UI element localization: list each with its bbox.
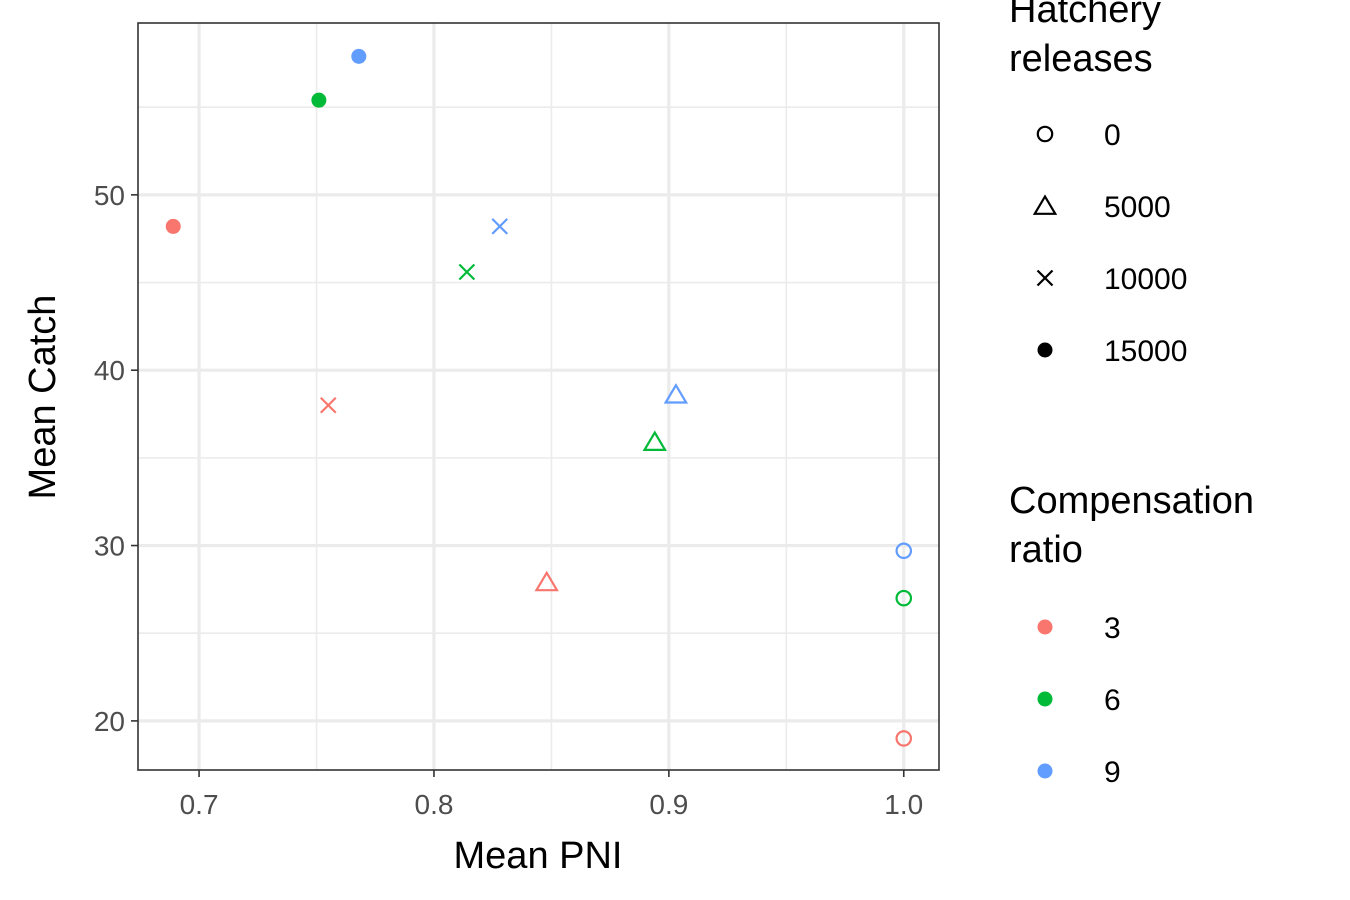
data-point <box>895 542 913 560</box>
legend-label: 10000 <box>1104 263 1187 296</box>
legend-key-triangle-open <box>1032 194 1058 215</box>
x-axis-title: Mean PNI <box>454 835 623 877</box>
y-tick-label: 40 <box>94 355 125 386</box>
data-point <box>663 383 689 404</box>
plot-panel-border <box>137 22 940 771</box>
x-axis-ticks: 0.7 0.8 0.9 1.0 <box>180 770 923 820</box>
data-point <box>311 92 327 108</box>
legend-label: 5000 <box>1104 191 1171 224</box>
x-tick-label: 0.7 <box>180 789 219 820</box>
legend-label: 0 <box>1104 119 1121 152</box>
data-point <box>351 48 367 64</box>
legend-hatchery-releases: Hatchery releases 0 5000 10000 15000 <box>1009 0 1187 368</box>
legend-label: 3 <box>1104 612 1121 645</box>
data-point <box>319 396 337 414</box>
legend-key-color <box>1037 763 1053 779</box>
major-gridlines <box>138 23 939 770</box>
legend-key-x <box>1036 269 1054 287</box>
legend-key-circle-open <box>1036 125 1054 143</box>
data-point <box>165 218 181 234</box>
legend-title-line-2: releases <box>1009 38 1153 80</box>
y-axis-title: Mean Catch <box>22 295 64 500</box>
x-tick-label: 1.0 <box>884 789 923 820</box>
data-point <box>642 430 667 451</box>
y-tick-label: 20 <box>94 706 125 737</box>
data-points <box>165 48 913 747</box>
y-axis-ticks: 20 30 40 50 <box>94 180 138 737</box>
y-tick-label: 50 <box>94 180 125 211</box>
legend-key-color <box>1037 619 1053 635</box>
data-point <box>491 218 509 235</box>
legend-label: 15000 <box>1104 335 1187 368</box>
y-tick-label: 30 <box>94 531 125 562</box>
legend-title-line-1: Hatchery <box>1009 0 1161 31</box>
data-point <box>458 263 476 281</box>
x-tick-label: 0.8 <box>415 789 454 820</box>
legend-key-color <box>1037 691 1053 707</box>
data-point <box>895 589 913 607</box>
data-point <box>534 570 559 592</box>
x-tick-label: 0.9 <box>649 789 688 820</box>
legend-compensation-ratio: Compensation ratio 3 6 9 <box>1009 480 1254 789</box>
legend-title-line-1: Compensation <box>1009 480 1254 522</box>
minor-gridlines <box>138 23 939 770</box>
legend-label: 6 <box>1104 684 1121 717</box>
legend-title-line-2: ratio <box>1009 529 1083 571</box>
data-point <box>895 730 913 747</box>
legend-label: 9 <box>1104 756 1121 789</box>
legend-key-circle-filled <box>1037 342 1053 358</box>
